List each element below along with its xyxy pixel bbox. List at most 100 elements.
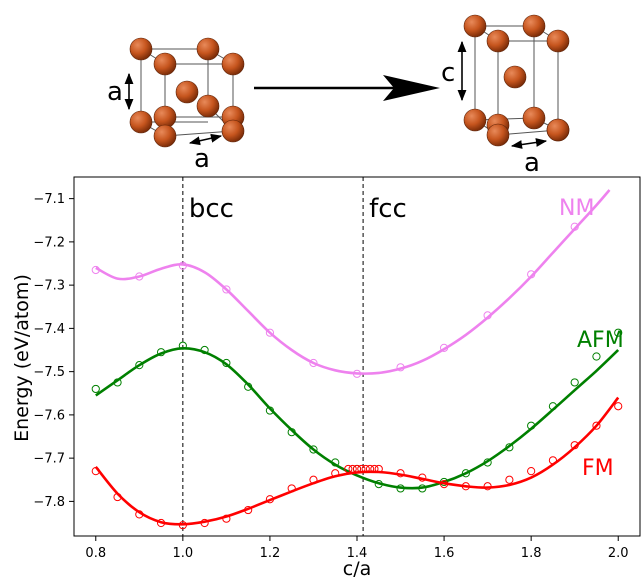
x-tick-label: 1.4 (347, 546, 368, 561)
data-point (309, 475, 318, 484)
data-point (483, 482, 492, 491)
data-point (113, 378, 122, 387)
fct-side-label: c (441, 58, 455, 88)
atom (522, 106, 546, 130)
data-point (331, 458, 340, 467)
atom (221, 119, 245, 143)
atom (129, 37, 153, 61)
data-point (91, 265, 100, 275)
data-point (344, 464, 353, 474)
x-tick-label: 1.2 (260, 546, 281, 561)
data-point (439, 479, 449, 489)
atom (486, 29, 510, 53)
x-tick-label: 1.8 (521, 546, 542, 561)
data-point (418, 484, 427, 493)
data-point (357, 464, 366, 474)
data-point (91, 467, 100, 476)
data-point (570, 378, 579, 387)
data-point (483, 458, 492, 467)
x-tick-label: 0.8 (85, 546, 106, 561)
x-tick-label: 1.6 (434, 546, 455, 561)
y-tick-label: −7.2 (33, 235, 65, 250)
data-point (265, 495, 275, 504)
data-point (505, 443, 514, 452)
fct-edge-label: a (524, 148, 540, 178)
data-point (370, 464, 379, 474)
x-tick-label: 2.0 (608, 546, 629, 561)
y-tick-label: −7.8 (33, 495, 65, 510)
fit-curve-afm (95, 346, 620, 490)
bcc-edge-arrow (188, 133, 223, 146)
atom (486, 123, 510, 147)
series-label-nm: NM (559, 196, 594, 221)
data-point (265, 406, 275, 415)
data-point (396, 363, 405, 372)
atom (153, 105, 177, 129)
data-point (135, 361, 144, 370)
data-point (527, 270, 536, 279)
data-point (200, 518, 209, 528)
data-point (592, 352, 601, 361)
data-point (570, 222, 579, 231)
data-point (361, 464, 370, 474)
data-point (570, 441, 579, 450)
data-point (348, 464, 357, 474)
atom (153, 124, 177, 148)
atom (522, 14, 546, 38)
y-tick-label: −7.7 (33, 452, 65, 467)
data-point (614, 328, 623, 337)
data-point (461, 482, 470, 491)
data-point (244, 505, 253, 515)
data-point (592, 421, 601, 430)
y-tick-label: −7.6 (33, 408, 65, 423)
fit-curve-nm (95, 189, 611, 375)
data-point (352, 464, 362, 474)
data-point (222, 285, 231, 294)
data-point (548, 402, 558, 411)
atom (196, 94, 220, 118)
series-label-afm: AFM (577, 328, 624, 353)
atom (196, 37, 220, 61)
data-point (91, 384, 100, 394)
series-label-fm: FM (582, 456, 614, 481)
atom (463, 108, 487, 132)
data-point (548, 456, 558, 465)
plot-frame (73, 176, 641, 537)
data-point (614, 402, 623, 411)
x-tick-label: 1.0 (173, 546, 194, 561)
data-point (200, 345, 209, 355)
data-point (374, 479, 383, 489)
data-point (222, 358, 231, 368)
atom (546, 118, 570, 142)
bcc-unit-cell: a a (107, 37, 245, 174)
data-point (287, 428, 296, 437)
data-point (113, 492, 122, 502)
data-point (418, 473, 427, 482)
bcc-edge-label: a (194, 144, 210, 174)
transformation-arrow (254, 75, 440, 101)
data-point (527, 467, 536, 476)
data-point (461, 469, 470, 478)
data-point (156, 518, 166, 528)
series-afm: AFM (91, 328, 624, 493)
data-point (244, 382, 253, 391)
phase-label-bcc: bcc (189, 194, 234, 224)
bcc-side-label: a (107, 77, 123, 107)
plot-area: bcc fcc 0.8 1.0 1.2 1.4 1.6 1.8 2.0 −7.8 −7.7 −7.… (11, 176, 641, 580)
atom (463, 14, 487, 38)
fit-curve-fm (94, 396, 620, 526)
data-point (135, 510, 144, 519)
data-point (178, 261, 187, 270)
y-tick-label: −7.1 (33, 192, 65, 207)
atom (175, 80, 199, 104)
atom (129, 110, 153, 134)
data-point (309, 358, 318, 368)
series-fm: FM (91, 396, 623, 530)
y-tick-label: −7.4 (33, 322, 65, 337)
phase-label-fcc: fcc (369, 194, 407, 224)
data-point (309, 445, 318, 454)
data-point (505, 475, 514, 484)
atom (503, 65, 527, 89)
data-point (178, 521, 187, 530)
data-point (352, 369, 362, 378)
